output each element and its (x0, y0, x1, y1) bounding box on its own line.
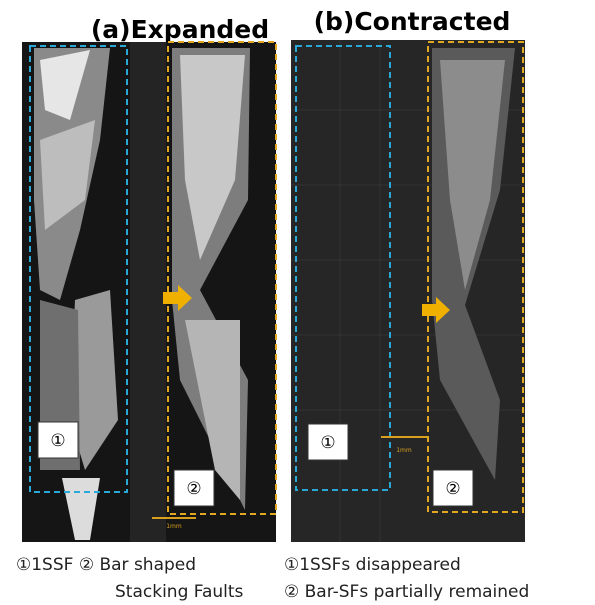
region-label: ① (50, 431, 65, 451)
scale-label: 1mm (166, 523, 182, 530)
caption: ①1SSF ② Bar shaped (16, 555, 196, 575)
region-label: ② (186, 479, 201, 499)
caption: ①1SSFs disappeared (284, 555, 461, 575)
panel-title: (b)Contracted (314, 7, 511, 36)
region-label: ① (320, 433, 335, 453)
region-label: ② (445, 479, 460, 499)
figure: (a)Expanded (b)Contracted ① ② 1mm (0, 0, 595, 605)
caption: ② Bar-SFs partially remained (284, 582, 529, 602)
caption: Stacking Faults (115, 582, 244, 602)
image-b: ① ② 1mm (291, 40, 525, 542)
image-a: ① ② 1mm (22, 42, 276, 542)
panel-title: (a)Expanded (91, 15, 269, 44)
band (130, 42, 166, 542)
scale-label: 1mm (396, 447, 412, 454)
